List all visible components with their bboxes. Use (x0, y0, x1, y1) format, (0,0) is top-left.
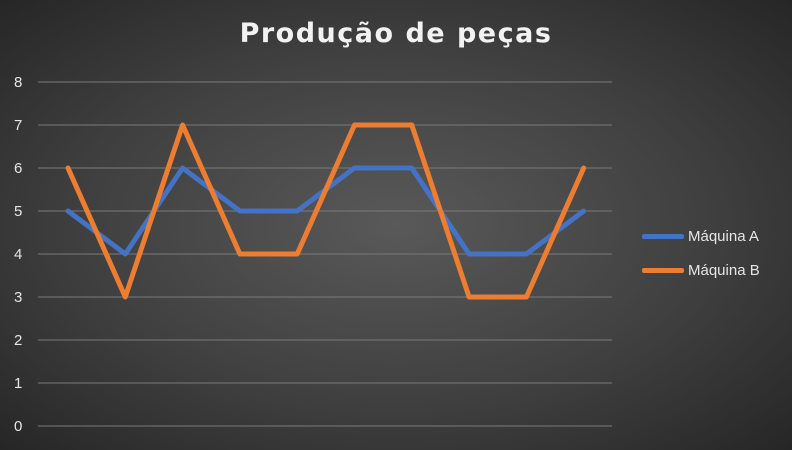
legend-swatch-maquina-b (642, 267, 684, 273)
y-tick-label: 8 (14, 74, 22, 91)
y-tick-label: 1 (14, 375, 22, 392)
y-tick-label: 4 (14, 246, 22, 263)
legend-label-maquina-a: Máquina A (688, 227, 759, 245)
y-tick-label: 7 (14, 117, 22, 134)
legend-item-maquina-b: Máquina B (642, 259, 760, 281)
series-line-maquina-b (65, 122, 587, 300)
y-tick-label: 5 (14, 203, 22, 220)
legend-label-maquina-b: Máquina B (688, 261, 760, 279)
y-tick-label: 0 (14, 418, 22, 435)
legend-swatch-maquina-a (642, 233, 684, 239)
y-tick-label: 6 (14, 160, 22, 177)
y-tick-label: 3 (14, 289, 22, 306)
y-tick-label: 2 (14, 332, 22, 349)
chart-title: Produção de peças (239, 18, 553, 49)
legend-item-maquina-a: Máquina A (642, 225, 759, 247)
